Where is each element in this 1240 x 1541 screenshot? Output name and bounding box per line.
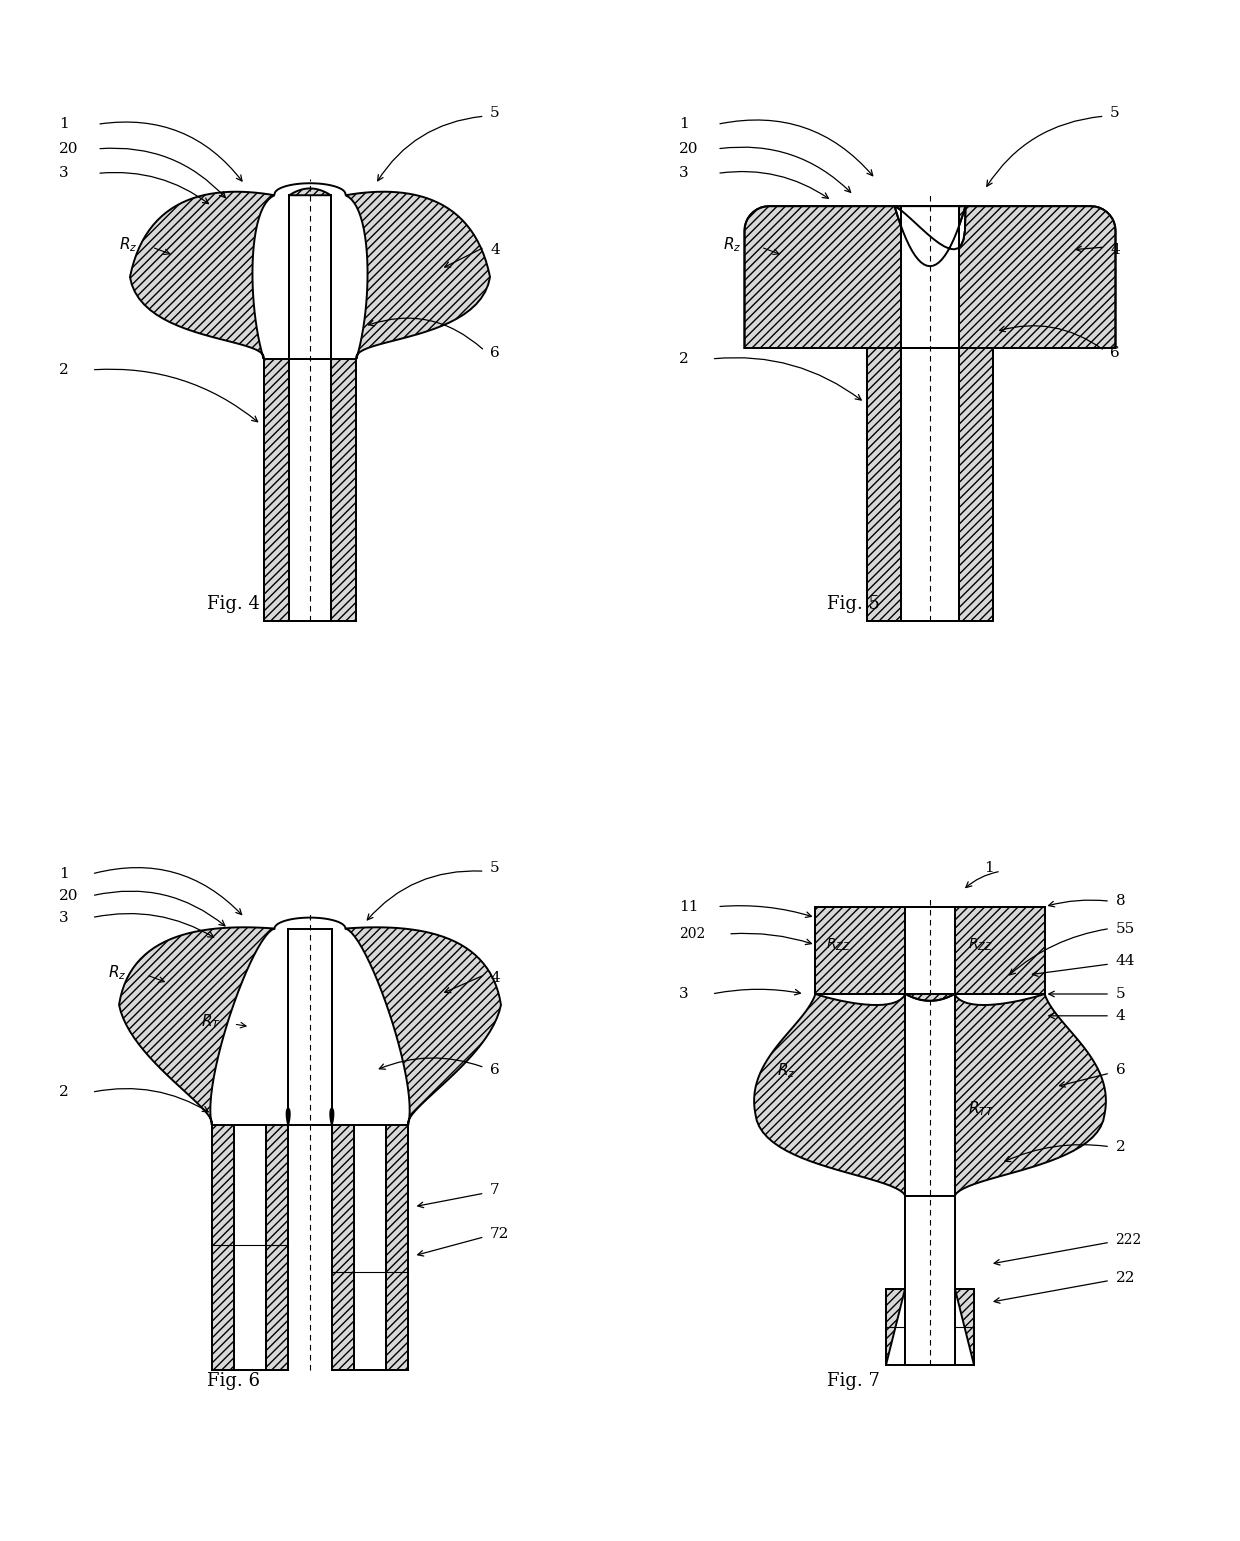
Polygon shape	[905, 994, 955, 1000]
Text: 6: 6	[1110, 347, 1120, 361]
Polygon shape	[754, 994, 905, 1196]
Polygon shape	[955, 994, 1106, 1196]
Text: $R_z$: $R_z$	[723, 234, 742, 254]
Polygon shape	[332, 1125, 353, 1370]
Text: $R_z$: $R_z$	[108, 963, 126, 982]
Text: 1: 1	[60, 868, 68, 881]
Text: 222: 222	[1116, 1233, 1142, 1247]
Polygon shape	[955, 1288, 973, 1365]
Polygon shape	[959, 348, 993, 621]
Text: 4: 4	[1116, 1009, 1125, 1023]
Polygon shape	[289, 188, 331, 196]
Polygon shape	[233, 1125, 267, 1370]
Text: 1: 1	[985, 861, 994, 875]
Text: 6: 6	[1116, 1063, 1125, 1077]
Text: 4: 4	[1110, 243, 1120, 257]
Text: 202: 202	[680, 928, 706, 942]
Text: 11: 11	[680, 900, 698, 914]
Text: 55: 55	[1116, 922, 1135, 935]
Text: 5: 5	[1110, 106, 1120, 120]
Polygon shape	[346, 928, 501, 1125]
Text: 22: 22	[1116, 1271, 1135, 1285]
Text: 3: 3	[680, 166, 688, 180]
Text: 3: 3	[60, 166, 68, 180]
Text: $R_T$: $R_T$	[201, 1012, 221, 1031]
Polygon shape	[955, 906, 1044, 994]
Text: 72: 72	[490, 1227, 510, 1241]
Polygon shape	[901, 348, 959, 621]
Text: 5: 5	[490, 861, 500, 875]
Text: 2: 2	[60, 1085, 68, 1099]
Polygon shape	[130, 191, 274, 359]
Text: 7: 7	[490, 1183, 500, 1197]
Text: $R_z$: $R_z$	[119, 234, 138, 254]
Polygon shape	[286, 1108, 290, 1125]
Polygon shape	[901, 206, 959, 348]
Text: Fig. 4: Fig. 4	[207, 595, 260, 613]
Text: $R_{ZZ}$: $R_{ZZ}$	[968, 937, 993, 952]
Text: 5: 5	[1116, 986, 1125, 1002]
Polygon shape	[264, 359, 289, 621]
Polygon shape	[330, 1108, 334, 1125]
Text: 8: 8	[1116, 894, 1125, 908]
Text: Fig. 7: Fig. 7	[827, 1373, 880, 1390]
Text: $R_z$: $R_z$	[777, 1062, 796, 1080]
Text: $R_{ZZ}$: $R_{ZZ}$	[826, 937, 852, 952]
Text: 4: 4	[490, 971, 500, 985]
Polygon shape	[387, 1125, 408, 1370]
Polygon shape	[744, 206, 1116, 348]
Text: $R_{TT}$: $R_{TT}$	[968, 1099, 994, 1117]
Polygon shape	[867, 348, 901, 621]
Text: 2: 2	[60, 362, 68, 378]
Polygon shape	[905, 994, 955, 1196]
Polygon shape	[346, 191, 490, 359]
Polygon shape	[353, 1125, 387, 1370]
Text: 4: 4	[490, 243, 500, 257]
Polygon shape	[212, 1125, 233, 1370]
Polygon shape	[816, 906, 905, 994]
Text: 5: 5	[490, 106, 500, 120]
Text: 20: 20	[680, 142, 698, 156]
Text: Fig. 5: Fig. 5	[827, 595, 880, 613]
Polygon shape	[288, 929, 332, 1125]
Polygon shape	[267, 1125, 288, 1370]
Text: 20: 20	[60, 889, 78, 903]
Text: 20: 20	[60, 142, 78, 156]
Polygon shape	[289, 196, 331, 359]
Polygon shape	[905, 1196, 955, 1365]
Polygon shape	[905, 906, 955, 994]
Text: 1: 1	[60, 117, 68, 131]
Text: 2: 2	[1116, 1140, 1125, 1154]
Text: 44: 44	[1116, 954, 1135, 968]
Text: 3: 3	[680, 986, 688, 1002]
Polygon shape	[289, 359, 331, 621]
Polygon shape	[331, 359, 356, 621]
Polygon shape	[887, 1288, 905, 1365]
Text: 1: 1	[680, 117, 688, 131]
Polygon shape	[119, 928, 274, 1125]
Text: 3: 3	[60, 911, 68, 925]
Text: 6: 6	[490, 1063, 500, 1077]
Text: 6: 6	[490, 347, 500, 361]
Text: 2: 2	[680, 351, 688, 365]
Text: Fig. 6: Fig. 6	[207, 1373, 260, 1390]
